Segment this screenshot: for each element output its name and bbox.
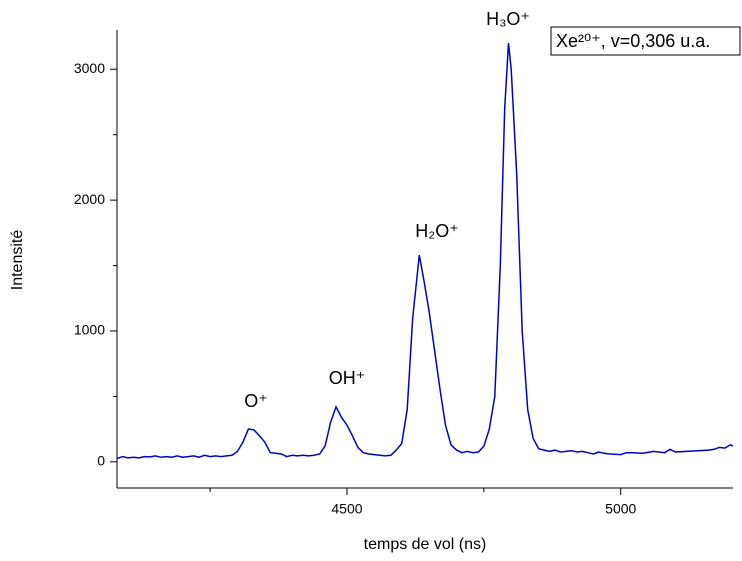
y-axis-label: Intensité (9, 230, 26, 291)
y-tick-label: 3000 (74, 60, 105, 76)
legend-box (550, 26, 741, 56)
y-tick-label: 1000 (74, 322, 105, 338)
x-axis-label: temps de vol (ns) (364, 536, 487, 553)
x-tick-label: 5000 (605, 501, 636, 517)
peak-annotation: OH⁺ (329, 368, 366, 388)
x-tick-label: 4500 (331, 501, 362, 517)
peak-annotation: O⁺ (244, 391, 268, 411)
y-tick-label: 0 (97, 453, 105, 469)
peak-annotation: H₂O⁺ (415, 221, 459, 241)
data-line (116, 43, 734, 460)
y-tick-label: 2000 (74, 191, 105, 207)
peak-annotation: H₃O⁺ (486, 9, 530, 29)
legend-text: Xe²⁰⁺, v=0,306 u.a. (556, 31, 710, 51)
